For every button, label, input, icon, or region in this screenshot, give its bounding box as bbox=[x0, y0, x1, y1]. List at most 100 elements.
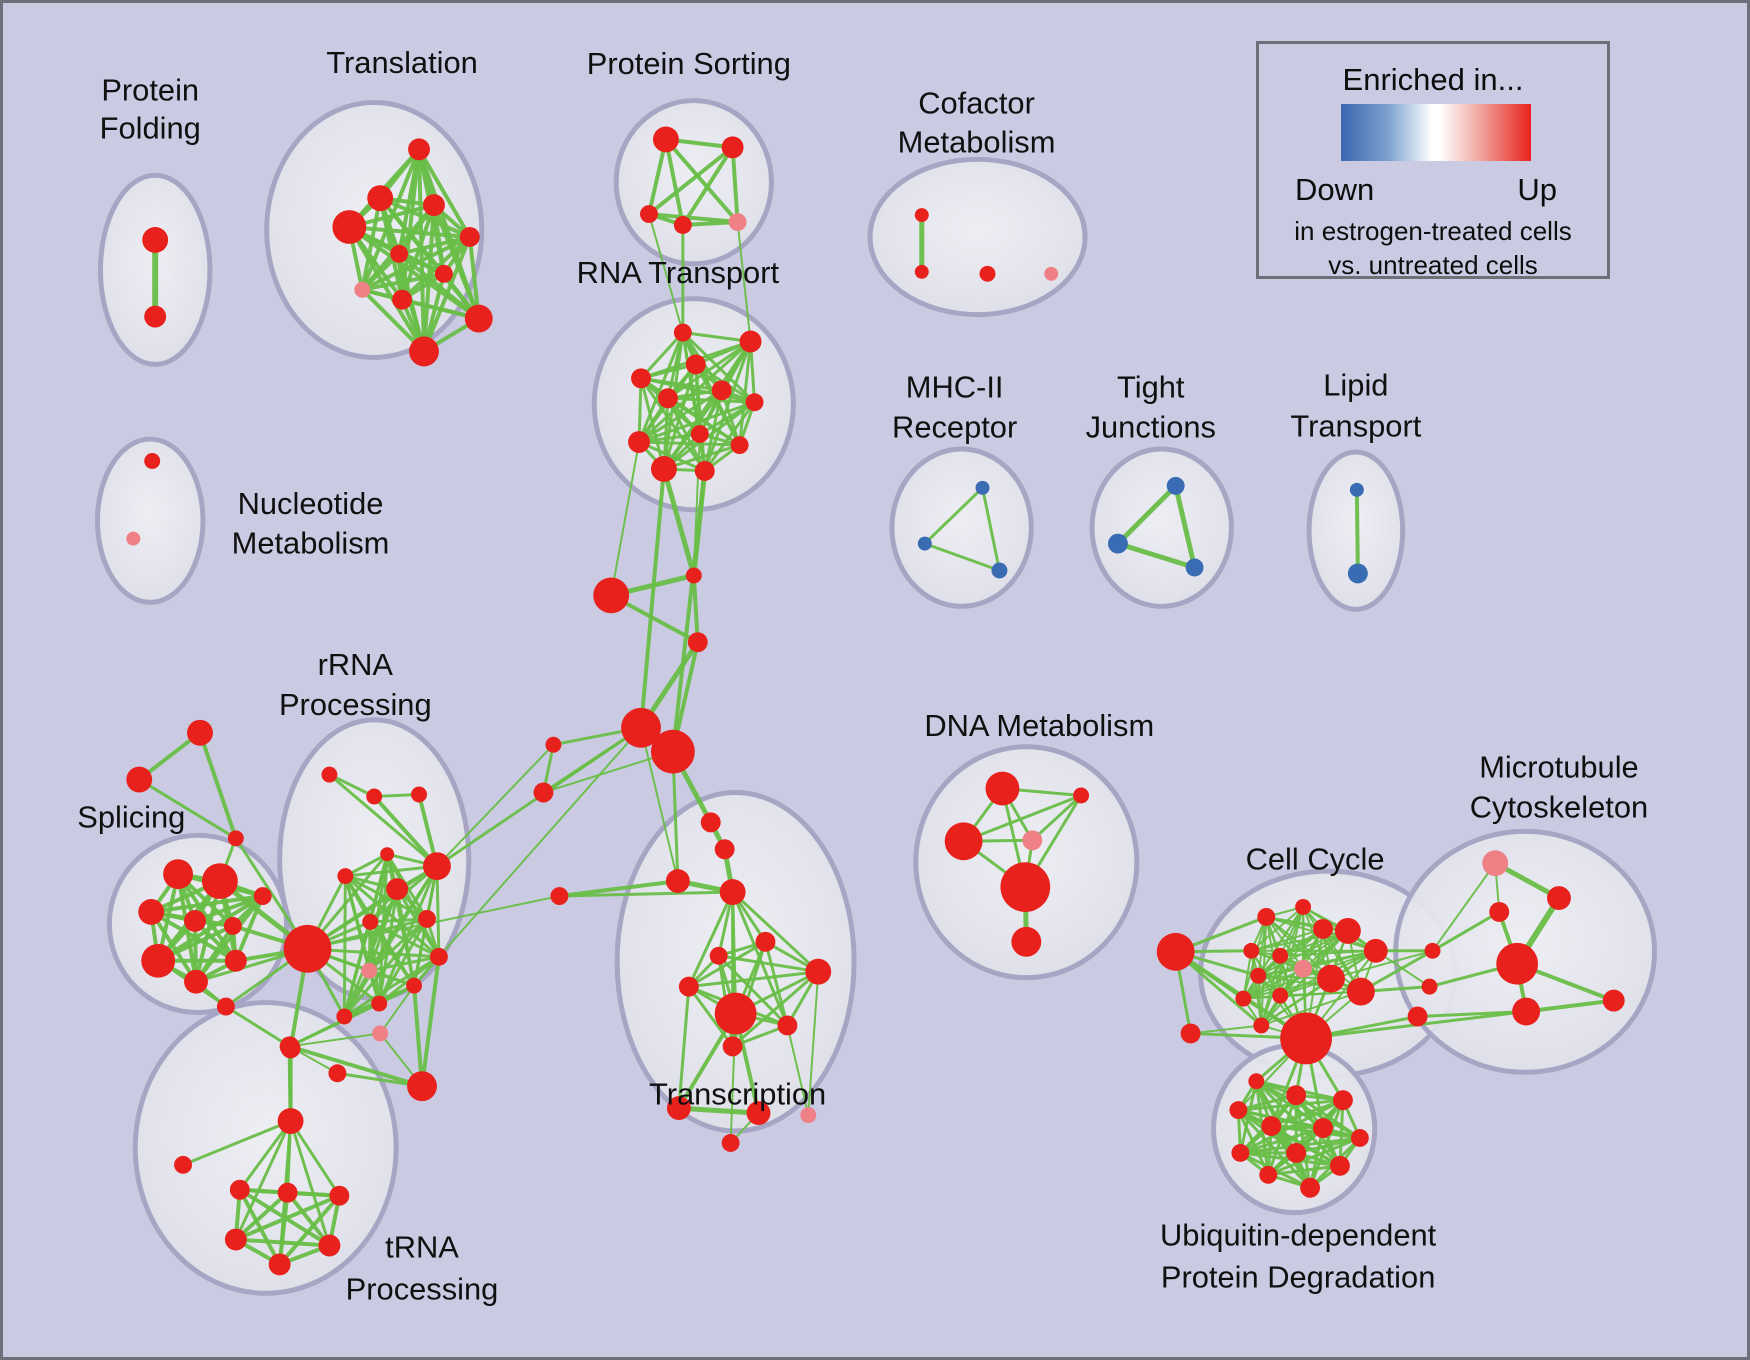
node-MT5[interactable] bbox=[1602, 989, 1625, 1012]
node-D5[interactable] bbox=[1011, 926, 1042, 957]
node-CC5[interactable] bbox=[1313, 918, 1333, 939]
node-U9[interactable] bbox=[1329, 1155, 1350, 1176]
node-S7[interactable] bbox=[223, 916, 242, 935]
node-TNH[interactable] bbox=[277, 1108, 304, 1134]
node-CF1[interactable] bbox=[914, 264, 929, 279]
node-R9[interactable] bbox=[429, 947, 448, 966]
node-S12[interactable] bbox=[216, 997, 235, 1016]
node-RT10[interactable] bbox=[650, 455, 677, 482]
node-TR8[interactable] bbox=[777, 1015, 798, 1036]
node-U8[interactable] bbox=[1286, 1142, 1307, 1163]
node-D2[interactable] bbox=[944, 822, 983, 861]
node-R1[interactable] bbox=[366, 788, 383, 805]
node-U3[interactable] bbox=[1229, 1101, 1248, 1120]
node-TJ1[interactable] bbox=[1107, 533, 1128, 554]
node-RT7[interactable] bbox=[690, 425, 709, 444]
node-S9[interactable] bbox=[224, 949, 247, 972]
node-CF3[interactable] bbox=[1044, 266, 1059, 281]
node-C5[interactable] bbox=[545, 736, 562, 753]
node-TR10[interactable] bbox=[666, 1096, 691, 1121]
node-C0[interactable] bbox=[685, 567, 702, 584]
node-RT9[interactable] bbox=[730, 436, 749, 455]
node-R5[interactable] bbox=[386, 878, 409, 901]
node-TR0[interactable] bbox=[700, 812, 721, 833]
node-TR5[interactable] bbox=[709, 946, 728, 965]
node-U2[interactable] bbox=[1332, 1090, 1353, 1111]
node-CC0[interactable] bbox=[1257, 907, 1276, 926]
node-TN7[interactable] bbox=[318, 1234, 341, 1257]
node-RT3[interactable] bbox=[631, 368, 651, 389]
node-D0[interactable] bbox=[985, 771, 1020, 806]
node-S3[interactable] bbox=[163, 859, 194, 890]
node-CCL[interactable] bbox=[1156, 932, 1195, 971]
node-U10[interactable] bbox=[1259, 1165, 1278, 1184]
node-RT6[interactable] bbox=[745, 393, 764, 412]
node-TN0[interactable] bbox=[279, 1036, 300, 1057]
node-R7[interactable] bbox=[423, 852, 451, 881]
node-CC1[interactable] bbox=[1295, 899, 1312, 915]
node-TR2[interactable] bbox=[665, 869, 690, 894]
node-U4[interactable] bbox=[1261, 1116, 1282, 1136]
node-CC6[interactable] bbox=[1334, 917, 1361, 944]
node-T7[interactable] bbox=[354, 281, 371, 298]
node-RT8[interactable] bbox=[628, 431, 650, 454]
node-T1[interactable] bbox=[332, 210, 367, 244]
node-MT2[interactable] bbox=[1489, 902, 1510, 922]
node-RT11[interactable] bbox=[694, 460, 715, 481]
node-D3[interactable] bbox=[1022, 830, 1043, 851]
node-M1[interactable] bbox=[917, 536, 932, 551]
node-U7[interactable] bbox=[1231, 1143, 1250, 1162]
node-TRL[interactable] bbox=[550, 887, 569, 906]
node-CC3[interactable] bbox=[1272, 947, 1289, 964]
node-M0[interactable] bbox=[975, 480, 990, 495]
node-M2[interactable] bbox=[991, 562, 1008, 579]
node-S11[interactable] bbox=[253, 887, 272, 906]
node-D1[interactable] bbox=[1073, 787, 1090, 804]
node-PF1[interactable] bbox=[144, 305, 167, 328]
node-T0[interactable] bbox=[408, 138, 430, 161]
node-MC1[interactable] bbox=[1424, 942, 1441, 959]
node-TN2[interactable] bbox=[229, 1179, 250, 1200]
node-PS1[interactable] bbox=[721, 136, 744, 159]
node-TR7[interactable] bbox=[805, 958, 832, 985]
node-C2[interactable] bbox=[687, 632, 708, 653]
node-C1[interactable] bbox=[593, 577, 630, 614]
node-S4[interactable] bbox=[201, 863, 238, 900]
node-R11[interactable] bbox=[406, 977, 423, 994]
node-T10[interactable] bbox=[409, 336, 439, 367]
node-U11[interactable] bbox=[1300, 1177, 1321, 1198]
node-R6[interactable] bbox=[418, 909, 436, 928]
node-TR13[interactable] bbox=[721, 1133, 740, 1152]
node-TN4[interactable] bbox=[329, 1185, 350, 1206]
node-RT0[interactable] bbox=[673, 323, 692, 342]
node-TR3[interactable] bbox=[719, 879, 746, 906]
node-T8[interactable] bbox=[392, 289, 413, 310]
node-PF0[interactable] bbox=[142, 227, 169, 253]
node-CC7[interactable] bbox=[1363, 938, 1388, 963]
node-CC8[interactable] bbox=[1250, 967, 1267, 984]
node-TR1[interactable] bbox=[714, 839, 735, 860]
node-TR9[interactable] bbox=[722, 1036, 743, 1057]
node-S0[interactable] bbox=[187, 719, 213, 746]
node-T5[interactable] bbox=[390, 244, 409, 263]
node-TR6[interactable] bbox=[678, 976, 699, 997]
node-CC9[interactable] bbox=[1235, 990, 1252, 1007]
node-R4[interactable] bbox=[380, 847, 395, 862]
node-CC14[interactable] bbox=[1180, 1023, 1201, 1044]
node-RT5[interactable] bbox=[711, 380, 732, 401]
node-TJ0[interactable] bbox=[1166, 476, 1185, 495]
node-R0[interactable] bbox=[321, 766, 338, 783]
node-NM1[interactable] bbox=[126, 531, 141, 546]
node-PS4[interactable] bbox=[728, 213, 747, 231]
node-PS0[interactable] bbox=[652, 126, 679, 153]
node-R8[interactable] bbox=[362, 913, 379, 930]
node-RP[interactable] bbox=[372, 1025, 389, 1042]
node-S6[interactable] bbox=[184, 909, 206, 932]
node-CF0[interactable] bbox=[914, 208, 929, 223]
node-TJ2[interactable] bbox=[1185, 558, 1204, 577]
node-R10[interactable] bbox=[361, 962, 378, 979]
node-C6[interactable] bbox=[533, 782, 554, 803]
node-R15[interactable] bbox=[407, 1071, 437, 1102]
node-MT3[interactable] bbox=[1496, 942, 1539, 985]
node-CC10[interactable] bbox=[1272, 987, 1289, 1004]
